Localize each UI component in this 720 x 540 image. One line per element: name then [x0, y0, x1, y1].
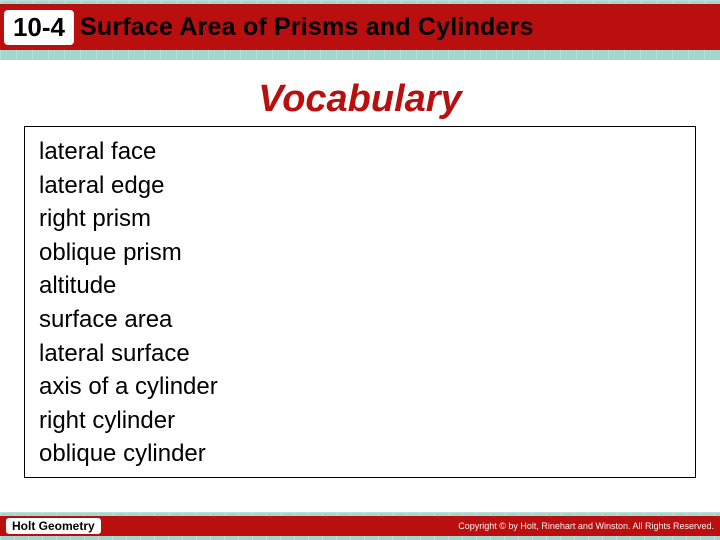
- lesson-title: Surface Area of Prisms and Cylinders: [80, 13, 534, 42]
- vocabulary-box: lateral face lateral edge right prism ob…: [24, 126, 696, 478]
- footer-copyright: Copyright © by Holt, Rinehart and Winsto…: [458, 521, 714, 531]
- vocab-term: surface area: [39, 303, 681, 337]
- vocab-term: lateral surface: [39, 337, 681, 371]
- vocab-term: axis of a cylinder: [39, 370, 681, 404]
- vocab-term: right cylinder: [39, 404, 681, 438]
- lesson-number-badge: 10-4: [4, 10, 74, 45]
- vocab-term: lateral face: [39, 135, 681, 169]
- header-bar: 10-4 Surface Area of Prisms and Cylinder…: [0, 4, 720, 50]
- vocab-term: right prism: [39, 202, 681, 236]
- footer-bar: Holt Geometry Copyright © by Holt, Rineh…: [0, 516, 720, 536]
- footer: Holt Geometry Copyright © by Holt, Rineh…: [0, 512, 720, 540]
- vocab-term: altitude: [39, 269, 681, 303]
- vocab-term: oblique prism: [39, 236, 681, 270]
- vocab-term: oblique cylinder: [39, 437, 681, 471]
- vocab-term: lateral edge: [39, 169, 681, 203]
- section-heading: Vocabulary: [0, 78, 720, 121]
- footer-brand: Holt Geometry: [6, 518, 101, 534]
